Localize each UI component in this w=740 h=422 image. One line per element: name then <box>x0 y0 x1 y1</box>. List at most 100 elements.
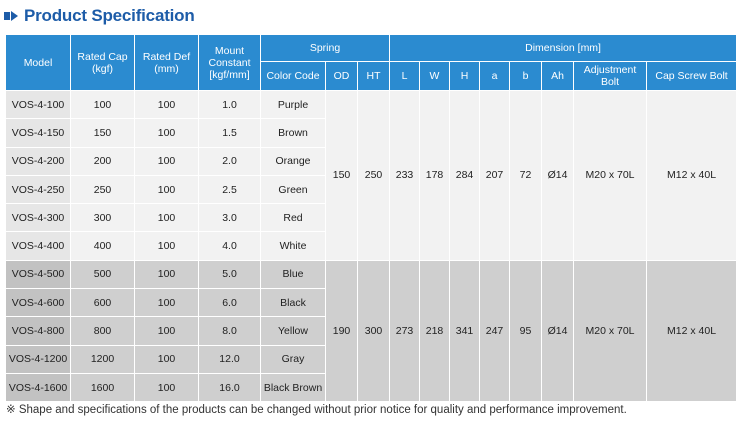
cell-color-code: Green <box>260 174 326 205</box>
cell-ah: Ø14 <box>541 259 574 403</box>
cell-l: 273 <box>389 259 420 403</box>
cell-adjustment-bolt: M20 x 70L <box>573 90 647 261</box>
cell-mount-constant: 8.0 <box>198 316 261 346</box>
table-row: VOS-4-800 800 100 8.0 Yellow <box>5 316 737 346</box>
cell-mount-constant: 2.5 <box>198 174 261 205</box>
footnote: ※ Shape and specifications of the produc… <box>6 404 627 416</box>
cell-mount-constant: 3.0 <box>198 203 261 233</box>
cell-ht: 250 <box>357 90 390 261</box>
cell-ah: Ø14 <box>541 90 574 261</box>
cell-mount-constant: 4.0 <box>198 231 261 261</box>
cell-od: 150 <box>325 90 358 261</box>
cell-mount-constant: 5.0 <box>198 259 261 290</box>
page-title: Product Specification <box>24 6 195 25</box>
cell-rated-def: 100 <box>134 231 199 261</box>
cell-model: VOS-4-600 <box>5 288 71 318</box>
cell-rated-def: 100 <box>134 259 199 290</box>
cell-mount-constant: 1.0 <box>198 89 261 120</box>
cell-mount-constant: 1.5 <box>198 118 261 148</box>
table-row: VOS-4-600 600 100 6.0 Black <box>5 288 737 318</box>
cell-w: 178 <box>419 90 450 261</box>
cell-rated-cap: 250 <box>70 174 135 205</box>
cell-model: VOS-4-300 <box>5 203 71 233</box>
table-row: VOS-4-1200 1200 100 12.0 Gray <box>5 344 737 374</box>
cell-color-code: Black <box>260 288 326 318</box>
header-spring: Spring <box>260 34 390 62</box>
cell-rated-cap: 100 <box>70 89 135 120</box>
header-dimension: Dimension [mm] <box>388 34 738 62</box>
cell-mount-constant: 16.0 <box>198 372 261 403</box>
cell-rated-cap: 600 <box>70 288 135 318</box>
table-row: VOS-4-400 400 100 4.0 White <box>5 231 737 261</box>
cell-rated-def: 100 <box>134 344 199 374</box>
cell-color-code: Brown <box>260 118 326 148</box>
header-cap-screw-bolt: Cap Screw Bolt <box>645 61 738 91</box>
cell-h: 341 <box>449 259 480 403</box>
cell-rated-def: 100 <box>134 372 199 403</box>
header-model: Model <box>5 34 71 91</box>
cell-rated-cap: 800 <box>70 316 135 346</box>
header-rated-def: Rated Def (mm) <box>134 34 199 91</box>
cell-color-code: Black Brown <box>260 372 326 403</box>
cell-rated-cap: 1200 <box>70 344 135 374</box>
cell-l: 233 <box>389 90 420 261</box>
cell-rated-cap: 200 <box>70 146 135 176</box>
cell-b: 95 <box>509 259 542 403</box>
cell-rated-def: 100 <box>134 146 199 176</box>
title-bar: Product Specification <box>4 3 195 29</box>
group-2-rows: VOS-4-500 500 100 5.0 Blue 190 300 273 218 341 247… <box>5 259 738 403</box>
cell-color-code: White <box>260 231 326 261</box>
header-rated-cap: Rated Cap (kgf) <box>70 34 135 91</box>
cell-rated-def: 100 <box>134 89 199 120</box>
cell-color-code: Purple <box>260 89 326 120</box>
table-row: VOS-4-300 300 100 3.0 Red <box>5 203 737 233</box>
cell-color-code: Yellow <box>260 316 326 346</box>
header-l: L <box>389 61 420 91</box>
cell-model: VOS-4-150 <box>5 118 71 148</box>
cell-rated-def: 100 <box>134 118 199 148</box>
table-row: VOS-4-1600 1600 100 16.0 Black Brown <box>5 372 737 403</box>
cell-model: VOS-4-200 <box>5 146 71 176</box>
header-ht: HT <box>357 61 390 91</box>
table-row: VOS-4-500 500 100 5.0 Blue 190 300 273 218 341 247… <box>5 259 738 403</box>
cell-rated-def: 100 <box>134 316 199 346</box>
cell-adjustment-bolt: M20 x 70L <box>573 259 647 403</box>
cell-model: VOS-4-1600 <box>5 372 71 403</box>
cell-rated-def: 100 <box>134 203 199 233</box>
cell-rated-def: 100 <box>134 288 199 318</box>
header-ah: Ah <box>541 61 574 91</box>
cell-b: 72 <box>509 90 542 261</box>
table-row: VOS-4-250 250 100 2.5 Green <box>5 174 737 205</box>
header-b: b <box>509 61 542 91</box>
cell-color-code: Orange <box>260 146 326 176</box>
cell-model: VOS-4-1200 <box>5 344 71 374</box>
cell-h: 284 <box>449 90 480 261</box>
arrow-bullet-icon <box>4 9 20 23</box>
cell-rated-cap: 1600 <box>70 372 135 403</box>
cell-od: 190 <box>325 259 358 403</box>
table-row: VOS-4-200 200 100 2.0 Orange <box>5 146 737 176</box>
cell-color-code: Blue <box>260 259 326 290</box>
header-a: a <box>479 61 510 91</box>
group-1-rows: VOS-4-100 100 100 1.0 Purple 150 250 233 178 284 2… <box>5 89 738 261</box>
cell-color-code: Gray <box>260 344 326 374</box>
cell-color-code: Red <box>260 203 326 233</box>
cell-rated-cap: 300 <box>70 203 135 233</box>
cell-w: 218 <box>419 259 450 403</box>
cell-model: VOS-4-100 <box>5 89 71 120</box>
cell-rated-def: 100 <box>134 174 199 205</box>
cell-cap-screw_bolt: M12 x 40L <box>645 90 738 261</box>
cell-mount-constant: 6.0 <box>198 288 261 318</box>
cell-a: 207 <box>479 90 510 261</box>
header-color-code: Color Code <box>260 61 326 91</box>
cell-rated-cap: 400 <box>70 231 135 261</box>
cell-mount-constant: 2.0 <box>198 146 261 176</box>
header-h: H <box>449 61 480 91</box>
cell-rated-cap: 500 <box>70 259 135 290</box>
cell-model: VOS-4-800 <box>5 316 71 346</box>
table-row: VOS-4-100 100 100 1.0 Purple 150 250 233 178 284 2… <box>5 89 738 261</box>
cell-ht: 300 <box>357 259 390 403</box>
header-od: OD <box>325 61 358 91</box>
cell-rated-cap: 150 <box>70 118 135 148</box>
header-mount-constant: Mount Constant [kgf/mm] <box>198 34 261 91</box>
